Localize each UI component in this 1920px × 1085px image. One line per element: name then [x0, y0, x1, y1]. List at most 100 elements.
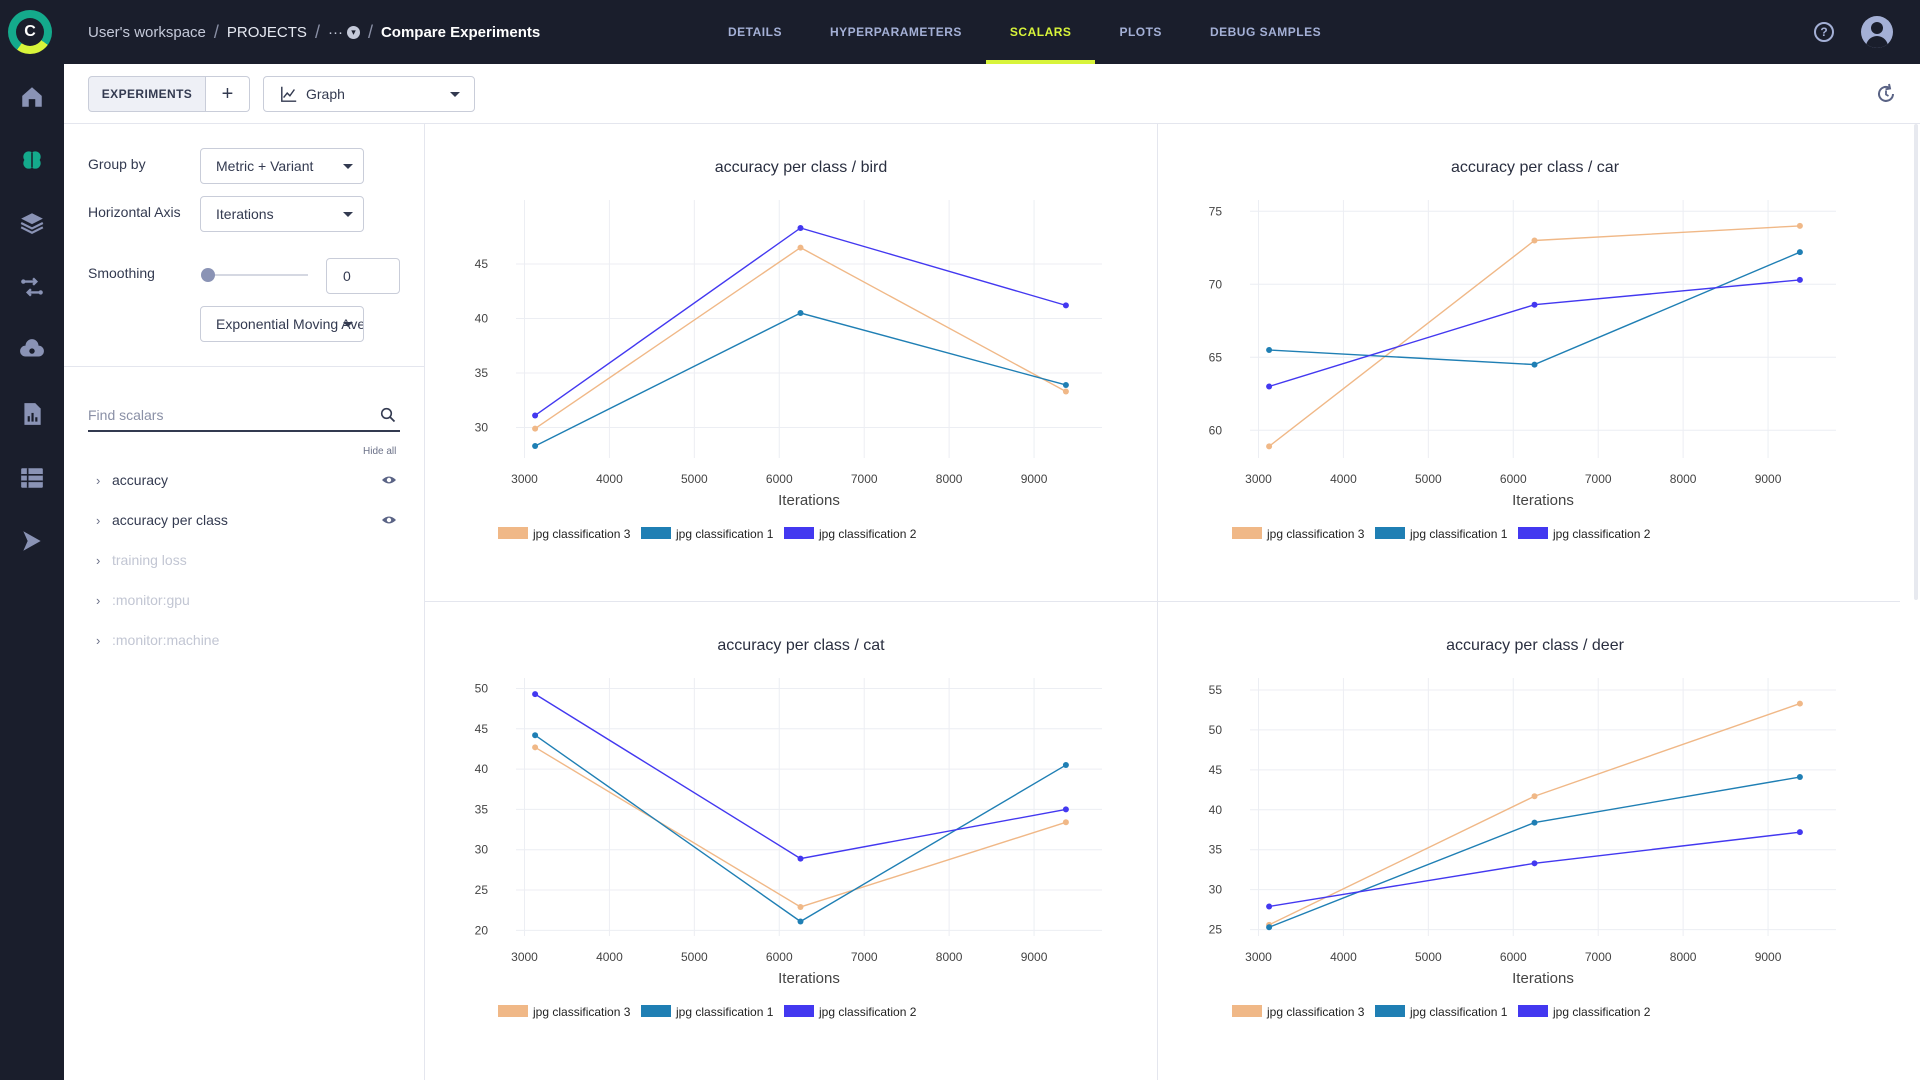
reports-icon[interactable]	[14, 396, 50, 432]
data-point	[797, 224, 804, 231]
legend-label: jpg classification 1	[675, 527, 774, 541]
data-point	[1796, 249, 1803, 256]
chevron-right-icon: ›	[96, 472, 101, 488]
experiments-button[interactable]: EXPERIMENTS	[88, 76, 206, 112]
smoothing-value-input[interactable]: 0	[326, 258, 400, 294]
data-point	[797, 918, 804, 925]
smoothing-slider-track[interactable]	[208, 274, 308, 276]
scalar-item-label: :monitor:machine	[112, 632, 220, 648]
experiment-tabs: DETAILS HYPERPARAMETERS SCALARS PLOTS DE…	[704, 0, 1345, 64]
charts-scrollbar[interactable]	[1914, 124, 1918, 600]
x-tick-label: 7000	[1585, 472, 1612, 486]
legend-swatch	[1518, 527, 1548, 539]
series-line	[534, 227, 1067, 417]
tab-hyperparameters[interactable]: HYPERPARAMETERS	[829, 25, 962, 39]
scalar-item-monitor-machine[interactable]: › :monitor:machine	[96, 630, 219, 650]
smoothing-label: Smoothing	[88, 265, 155, 281]
data-point	[1796, 276, 1803, 283]
add-experiment-button[interactable]: +	[206, 76, 250, 112]
chart-cell-deer: accuracy per class / deer 3000 4000 5000 600…	[1159, 602, 1893, 1080]
scalar-search-input[interactable]: Find scalars	[88, 400, 400, 432]
chevron-right-icon: ›	[96, 592, 101, 608]
y-tick-label: 25	[1209, 923, 1223, 937]
data-point	[1531, 361, 1538, 368]
legend-swatch	[641, 1005, 671, 1017]
scalar-item-training-loss[interactable]: › training loss	[96, 550, 187, 570]
y-tick-label: 20	[475, 923, 489, 937]
breadcrumb-current: Compare Experiments	[380, 23, 541, 41]
layers-icon[interactable]	[14, 205, 50, 241]
line-chart: accuracy per class / car 3000 4000 5000 6000…	[1209, 159, 1836, 541]
legend-swatch	[1375, 1005, 1405, 1017]
chevron-down-icon	[450, 92, 460, 97]
y-tick-label: 50	[475, 681, 489, 695]
home-icon[interactable]	[14, 79, 50, 115]
x-tick-label: 8000	[1670, 472, 1697, 486]
x-tick-label: 3000	[1245, 950, 1272, 964]
series-line	[1268, 225, 1800, 447]
deploy-icon[interactable]	[14, 523, 50, 559]
data-point	[1266, 346, 1273, 353]
compare-toolbar: EXPERIMENTS + Graph	[64, 64, 1920, 124]
data-point	[1531, 793, 1538, 800]
x-tick-label: 5000	[1415, 950, 1442, 964]
y-tick-label: 25	[475, 883, 489, 897]
scalar-item-accuracy-per-class[interactable]: › accuracy per class	[96, 510, 228, 530]
group-by-select[interactable]: Metric + Variant	[200, 148, 364, 184]
data-point	[1266, 903, 1273, 910]
horizontal-axis-select[interactable]: Iterations	[200, 196, 364, 232]
search-placeholder: Find scalars	[88, 407, 164, 423]
breadcrumb-projects[interactable]: PROJECTS	[226, 23, 307, 41]
brain-icon[interactable]	[14, 142, 50, 178]
app-logo[interactable]: C	[8, 10, 52, 54]
tab-debug-samples[interactable]: DEBUG SAMPLES	[1209, 25, 1322, 39]
series-line	[534, 693, 1067, 860]
x-tick-label: 4000	[1330, 472, 1357, 486]
help-icon[interactable]: ?	[1814, 22, 1834, 42]
smoothing-type-select[interactable]: Exponential Moving Ave...	[200, 306, 364, 342]
search-icon[interactable]	[380, 407, 396, 423]
x-tick-label: 7000	[851, 950, 878, 964]
scalar-item-accuracy[interactable]: › accuracy	[96, 470, 168, 490]
scalar-item-monitor-gpu[interactable]: › :monitor:gpu	[96, 590, 190, 610]
hide-all-link[interactable]: Hide all	[363, 446, 397, 457]
chevron-right-icon: ›	[96, 552, 101, 568]
data-point	[1062, 381, 1069, 388]
view-mode-select[interactable]: Graph	[263, 76, 475, 112]
breadcrumb-workspace[interactable]: User's workspace	[88, 23, 206, 41]
group-by-value: Metric + Variant	[216, 158, 314, 174]
cloud-icon[interactable]	[14, 332, 50, 368]
legend-label: jpg classification 3	[532, 1005, 631, 1019]
legend-label: jpg classification 1	[1409, 527, 1508, 541]
eye-icon[interactable]	[381, 514, 397, 526]
x-tick-label: 5000	[681, 472, 708, 486]
eye-icon[interactable]	[381, 474, 397, 486]
x-tick-label: 9000	[1021, 472, 1048, 486]
y-tick-label: 45	[475, 257, 489, 271]
smoothing-type-value: Exponential Moving Ave...	[216, 316, 364, 332]
tab-scalars[interactable]: SCALARS	[985, 0, 1096, 64]
group-by-label: Group by	[88, 156, 146, 172]
x-tick-label: 4000	[1330, 950, 1357, 964]
user-avatar[interactable]	[1861, 16, 1893, 48]
scalar-item-label: :monitor:gpu	[112, 592, 190, 608]
pipelines-icon[interactable]	[14, 269, 50, 305]
breadcrumb: User's workspace / PROJECTS / ··· ▾ / Co…	[88, 0, 540, 64]
legend-label: jpg classification 1	[675, 1005, 774, 1019]
y-tick-label: 35	[1209, 843, 1223, 857]
tab-plots[interactable]: PLOTS	[1119, 25, 1162, 39]
tab-details[interactable]: DETAILS	[728, 25, 782, 39]
smoothing-slider-handle[interactable]	[201, 268, 215, 282]
auto-refresh-icon[interactable]	[1874, 82, 1898, 106]
breadcrumb-more-button[interactable]: ··· ▾	[328, 24, 360, 41]
chevron-down-icon	[343, 164, 353, 169]
series-line	[1268, 279, 1800, 388]
chart-divider-vertical	[1157, 124, 1158, 1080]
y-tick-label: 50	[1209, 723, 1223, 737]
data-point	[1531, 860, 1538, 867]
x-tick-label: 8000	[1670, 950, 1697, 964]
y-tick-label: 30	[1209, 883, 1223, 897]
y-tick-label: 65	[1209, 350, 1223, 364]
datasets-icon[interactable]	[14, 460, 50, 496]
x-tick-label: 6000	[1500, 472, 1527, 486]
